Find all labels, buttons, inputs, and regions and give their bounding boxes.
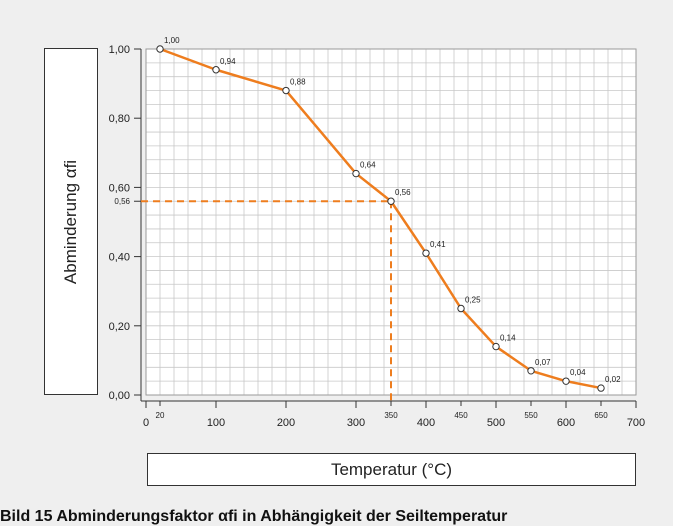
data-label: 0,41 <box>430 240 446 249</box>
x-tick-label-minor: 350 <box>384 411 398 420</box>
data-point <box>492 342 500 351</box>
data-point <box>212 66 220 74</box>
data-label: 0,14 <box>500 334 516 343</box>
x-tick-label: 300 <box>347 417 365 429</box>
data-label: 0,88 <box>290 78 306 87</box>
x-axis-label: Temperatur (°C) <box>330 459 453 479</box>
data-point <box>352 169 360 178</box>
x-axis-label-box: Temperatur (°C) <box>147 453 636 486</box>
data-label: 0,02 <box>605 375 621 384</box>
y-axis-label-box: Abminderung αfi <box>44 48 98 395</box>
data-label: 0,94 <box>220 57 236 66</box>
data-point <box>562 377 570 385</box>
y-tick-label: 0,60 <box>109 182 130 194</box>
data-label: 0,64 <box>360 161 376 170</box>
figure-caption: Bild 15 Abminderungsfaktor αfi in Abhäng… <box>0 508 508 525</box>
x-tick-label-minor: 450 <box>454 411 468 420</box>
data-label: 0,04 <box>570 368 586 377</box>
x-tick-label: 700 <box>627 417 645 429</box>
data-label: 1,00 <box>164 36 180 45</box>
x-tick-label: 600 <box>557 417 575 429</box>
data-point <box>156 45 164 53</box>
data-point <box>527 367 535 375</box>
y-tick-label: 0,20 <box>109 321 130 333</box>
x-tick-label-minor: 20 <box>156 411 165 420</box>
y-tick-label: 0,80 <box>109 113 130 125</box>
plot-area <box>146 49 636 395</box>
y-tick-label: 0,40 <box>109 252 130 264</box>
x-tick-label: 200 <box>277 417 295 429</box>
x-tick-label: 0 <box>143 417 149 429</box>
x-tick-label-minor: 550 <box>524 411 538 420</box>
data-label: 0,56 <box>395 188 411 197</box>
x-tick-label-minor: 650 <box>594 411 608 420</box>
data-label: 0,07 <box>535 358 551 367</box>
x-tick-label: 400 <box>417 417 435 429</box>
y-tick-label: 0,00 <box>109 390 130 402</box>
y-tick-label: 1,00 <box>109 44 130 56</box>
data-point <box>457 304 465 313</box>
data-point <box>422 249 430 257</box>
x-tick-label: 100 <box>207 417 225 429</box>
data-point <box>387 197 395 205</box>
data-point <box>282 86 290 95</box>
data-point <box>597 384 605 392</box>
data-label: 0,25 <box>465 296 481 305</box>
x-tick-label: 500 <box>487 417 505 429</box>
reference-label: 0,56 <box>114 197 130 206</box>
